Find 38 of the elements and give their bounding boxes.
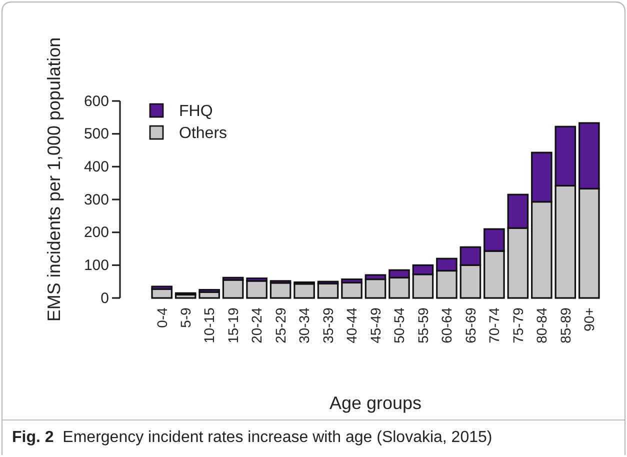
x-tick-label: 45-49 <box>367 307 384 344</box>
y-tick-label: 200 <box>84 224 109 242</box>
x-tick-label: 40-44 <box>344 307 360 344</box>
x-tick-label: 20-24 <box>248 307 265 344</box>
x-tick-label: 70-74 <box>486 307 502 344</box>
bar <box>246 280 268 299</box>
y-tick-label: 0 <box>100 290 109 307</box>
legend-label: Others <box>179 125 228 142</box>
x-tick-label: 5-9 <box>177 307 194 328</box>
x-tick-label: 90+ <box>581 308 598 332</box>
y-axis-title: EMS incidents per 1,000 population <box>44 37 64 322</box>
bar <box>317 282 339 299</box>
x-tick-label: 35-39 <box>320 307 336 344</box>
bar <box>294 283 315 299</box>
x-tick-label: 30-34 <box>296 307 312 344</box>
x-tick-label: 75-79 <box>510 307 526 344</box>
x-tick-label: 80-84 <box>534 307 550 344</box>
bar <box>222 279 244 299</box>
y-tick-label: 500 <box>84 126 109 143</box>
x-tick-label: 0-4 <box>154 307 170 328</box>
y-tick-label: 300 <box>84 191 109 208</box>
bar <box>364 278 386 299</box>
bar <box>270 282 292 299</box>
y-tick-label: 100 <box>84 256 109 274</box>
y-tick-label: 600 <box>84 92 109 110</box>
x-axis-title: Age groups <box>329 393 422 413</box>
x-tick-label: 60-64 <box>438 307 455 344</box>
bar <box>341 282 362 299</box>
x-tick-label: 50-54 <box>391 307 408 344</box>
x-tick-label: 25-29 <box>272 307 288 344</box>
legend-label: FHQ <box>179 103 213 120</box>
y-tick-label: 400 <box>84 158 109 176</box>
x-tick-label: 65-69 <box>462 307 478 344</box>
x-tick-label: 85-89 <box>557 307 574 344</box>
x-tick-label: 15-19 <box>224 307 241 344</box>
x-tick-label: 55-59 <box>414 307 431 344</box>
caption: Fig. 2 Emergency incident rates increase with age (Slovakia, 2015) <box>12 429 492 446</box>
x-tick-label: 10-15 <box>201 307 218 344</box>
